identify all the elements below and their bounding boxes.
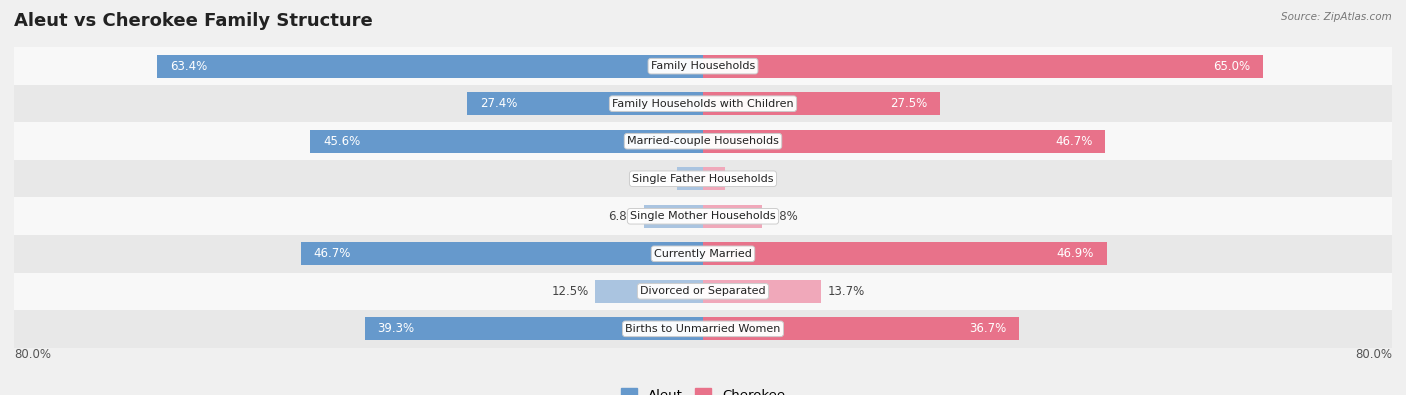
Text: 80.0%: 80.0% xyxy=(1355,348,1392,361)
Bar xyxy=(703,242,1107,265)
Bar xyxy=(14,160,1392,198)
Bar xyxy=(703,205,762,228)
Bar xyxy=(14,310,1392,348)
Bar xyxy=(14,122,1392,160)
Text: 80.0%: 80.0% xyxy=(14,348,51,361)
Bar xyxy=(703,280,821,303)
Bar xyxy=(467,92,703,115)
Bar xyxy=(14,85,1392,122)
Text: Family Households: Family Households xyxy=(651,61,755,71)
Bar xyxy=(14,273,1392,310)
Text: Currently Married: Currently Married xyxy=(654,249,752,259)
Text: Family Households with Children: Family Households with Children xyxy=(612,99,794,109)
Bar xyxy=(301,242,703,265)
Text: 2.6%: 2.6% xyxy=(733,172,762,185)
Bar xyxy=(364,317,703,340)
Bar xyxy=(14,47,1392,85)
Bar xyxy=(644,205,703,228)
Text: 27.4%: 27.4% xyxy=(479,97,517,110)
Text: Aleut vs Cherokee Family Structure: Aleut vs Cherokee Family Structure xyxy=(14,12,373,30)
Text: 36.7%: 36.7% xyxy=(969,322,1007,335)
Text: 6.8%: 6.8% xyxy=(769,210,799,223)
Text: 3.0%: 3.0% xyxy=(641,172,671,185)
Bar xyxy=(703,167,725,190)
Text: Single Mother Households: Single Mother Households xyxy=(630,211,776,221)
Text: 27.5%: 27.5% xyxy=(890,97,927,110)
Bar xyxy=(595,280,703,303)
Text: 39.3%: 39.3% xyxy=(377,322,415,335)
Text: 46.7%: 46.7% xyxy=(1054,135,1092,148)
Text: Source: ZipAtlas.com: Source: ZipAtlas.com xyxy=(1281,12,1392,22)
Bar xyxy=(703,92,939,115)
Text: 12.5%: 12.5% xyxy=(551,285,589,298)
Bar xyxy=(311,130,703,153)
Text: 6.8%: 6.8% xyxy=(607,210,637,223)
Text: 65.0%: 65.0% xyxy=(1213,60,1250,73)
Bar xyxy=(14,235,1392,273)
Bar xyxy=(703,55,1263,78)
Text: 45.6%: 45.6% xyxy=(323,135,360,148)
Text: Married-couple Households: Married-couple Households xyxy=(627,136,779,146)
Text: 46.9%: 46.9% xyxy=(1056,247,1094,260)
Text: Births to Unmarried Women: Births to Unmarried Women xyxy=(626,324,780,334)
Bar xyxy=(678,167,703,190)
Bar xyxy=(703,317,1019,340)
Text: 63.4%: 63.4% xyxy=(170,60,207,73)
Bar xyxy=(157,55,703,78)
Legend: Aleut, Cherokee: Aleut, Cherokee xyxy=(616,383,790,395)
Text: 46.7%: 46.7% xyxy=(314,247,352,260)
Bar xyxy=(703,130,1105,153)
Bar xyxy=(14,198,1392,235)
Text: Single Father Households: Single Father Households xyxy=(633,174,773,184)
Text: Divorced or Separated: Divorced or Separated xyxy=(640,286,766,296)
Text: 13.7%: 13.7% xyxy=(828,285,865,298)
